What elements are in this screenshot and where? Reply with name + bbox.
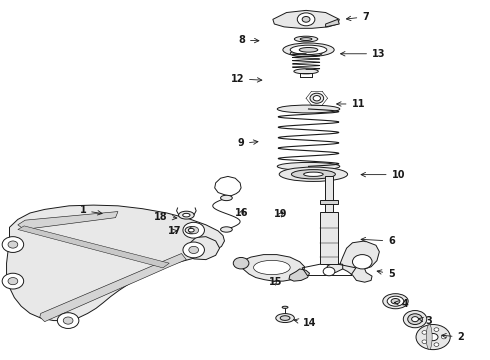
Circle shape: [434, 343, 439, 346]
Ellipse shape: [280, 316, 290, 320]
Text: 17: 17: [168, 226, 181, 236]
Polygon shape: [273, 10, 339, 28]
Circle shape: [183, 222, 204, 238]
Text: 9: 9: [237, 139, 258, 148]
Ellipse shape: [299, 48, 318, 52]
Text: 2: 2: [441, 332, 465, 342]
Ellipse shape: [383, 294, 408, 309]
Text: 4: 4: [394, 299, 408, 309]
Text: 5: 5: [377, 269, 395, 279]
Ellipse shape: [304, 172, 323, 176]
Circle shape: [434, 328, 439, 331]
Text: 13: 13: [341, 49, 386, 59]
Text: 10: 10: [361, 170, 405, 180]
Ellipse shape: [279, 167, 347, 181]
Ellipse shape: [283, 43, 334, 57]
Ellipse shape: [416, 324, 450, 350]
Bar: [320, 212, 338, 264]
Ellipse shape: [277, 105, 340, 113]
Ellipse shape: [276, 314, 294, 323]
Text: 16: 16: [235, 208, 249, 218]
Ellipse shape: [220, 195, 232, 201]
Text: 7: 7: [346, 12, 369, 22]
Polygon shape: [340, 241, 379, 282]
Ellipse shape: [294, 36, 318, 42]
Ellipse shape: [310, 93, 324, 103]
Circle shape: [441, 335, 446, 339]
Circle shape: [189, 246, 198, 253]
Ellipse shape: [290, 45, 327, 54]
Polygon shape: [18, 226, 169, 268]
Circle shape: [8, 241, 18, 248]
Circle shape: [183, 242, 204, 258]
Ellipse shape: [292, 170, 335, 179]
Ellipse shape: [408, 314, 422, 324]
Text: 1: 1: [79, 206, 102, 216]
Ellipse shape: [300, 38, 312, 41]
Circle shape: [189, 226, 198, 234]
Ellipse shape: [412, 317, 418, 321]
Circle shape: [302, 17, 310, 22]
Text: 15: 15: [269, 277, 282, 287]
Circle shape: [63, 317, 73, 324]
Ellipse shape: [426, 324, 432, 350]
Ellipse shape: [178, 211, 194, 219]
Text: 8: 8: [238, 35, 259, 45]
Circle shape: [422, 340, 427, 343]
Ellipse shape: [403, 311, 427, 328]
Bar: [320, 200, 338, 204]
Ellipse shape: [290, 50, 322, 57]
Circle shape: [422, 330, 427, 334]
Text: 3: 3: [418, 316, 433, 325]
Ellipse shape: [183, 213, 190, 217]
Text: 19: 19: [274, 209, 288, 219]
Bar: [325, 176, 333, 212]
Ellipse shape: [188, 228, 194, 232]
Circle shape: [2, 273, 24, 289]
Polygon shape: [40, 253, 186, 321]
Polygon shape: [6, 205, 224, 320]
Ellipse shape: [391, 298, 400, 304]
Text: 18: 18: [154, 212, 177, 221]
Circle shape: [297, 13, 315, 26]
Ellipse shape: [220, 227, 232, 232]
Text: 11: 11: [337, 99, 365, 109]
Text: 14: 14: [294, 319, 316, 328]
Ellipse shape: [282, 306, 288, 309]
Circle shape: [233, 257, 249, 269]
Circle shape: [8, 278, 18, 285]
Text: 6: 6: [361, 236, 395, 246]
Ellipse shape: [277, 162, 340, 170]
Circle shape: [352, 255, 372, 269]
Circle shape: [323, 267, 335, 276]
Polygon shape: [289, 269, 310, 281]
Polygon shape: [327, 263, 343, 273]
Polygon shape: [240, 255, 305, 281]
Polygon shape: [326, 19, 339, 27]
Ellipse shape: [185, 226, 197, 234]
Text: 12: 12: [230, 74, 262, 84]
Ellipse shape: [313, 95, 320, 101]
Ellipse shape: [294, 69, 318, 74]
Circle shape: [2, 237, 24, 252]
Polygon shape: [18, 212, 118, 229]
Ellipse shape: [387, 296, 404, 306]
Circle shape: [428, 333, 438, 341]
Ellipse shape: [253, 260, 290, 275]
Circle shape: [57, 313, 79, 328]
Polygon shape: [190, 237, 220, 260]
